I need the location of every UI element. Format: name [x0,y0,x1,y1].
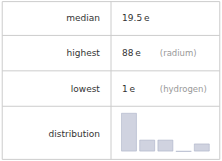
svg-text:(radium): (radium) [160,48,197,58]
svg-text:lowest: lowest [71,84,101,94]
svg-text:1 e: 1 e [122,84,136,94]
svg-text:highest: highest [67,48,101,58]
svg-text:88 e: 88 e [122,48,141,58]
svg-text:(hydrogen): (hydrogen) [160,84,207,94]
svg-text:19.5 e: 19.5 e [122,13,150,23]
svg-text:median: median [66,13,100,23]
svg-text:distribution: distribution [49,129,100,139]
